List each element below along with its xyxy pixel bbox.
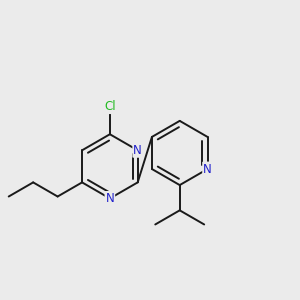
Text: Cl: Cl xyxy=(104,100,116,113)
Text: N: N xyxy=(106,192,114,205)
Text: N: N xyxy=(133,144,142,157)
Text: N: N xyxy=(203,163,212,176)
